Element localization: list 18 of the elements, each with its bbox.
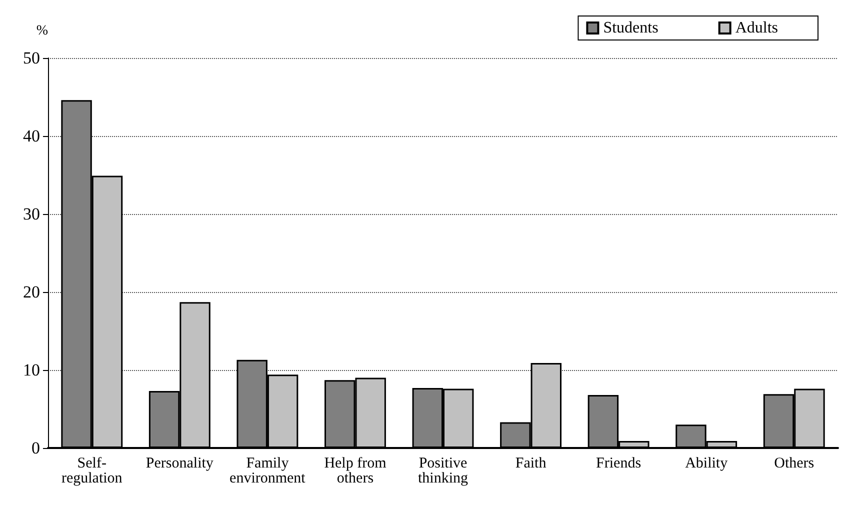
- x-tick-label: Positive thinking: [418, 456, 468, 486]
- legend-label: Adults: [735, 20, 778, 36]
- y-tick-label: 30: [23, 204, 40, 224]
- y-tick-label: 0: [32, 438, 40, 458]
- legend-label: Students: [603, 20, 658, 36]
- y-tick-label: 50: [23, 48, 40, 68]
- x-tick-label: Others: [774, 456, 814, 472]
- x-tick-label: Personality: [146, 456, 214, 472]
- x-tick-label: Ability: [685, 456, 728, 472]
- x-tick-label: Friends: [596, 456, 642, 472]
- y-axis-title: %: [36, 24, 48, 38]
- x-tick-label: Help from others: [324, 456, 387, 486]
- y-tick-label: 20: [23, 282, 40, 302]
- x-tick-label: Family environment: [230, 456, 306, 486]
- x-tick-label: Self- regulation: [61, 456, 123, 486]
- x-tick-label: Faith: [515, 456, 547, 472]
- y-tick-label: 40: [23, 126, 40, 146]
- y-tick-label: 10: [23, 360, 40, 380]
